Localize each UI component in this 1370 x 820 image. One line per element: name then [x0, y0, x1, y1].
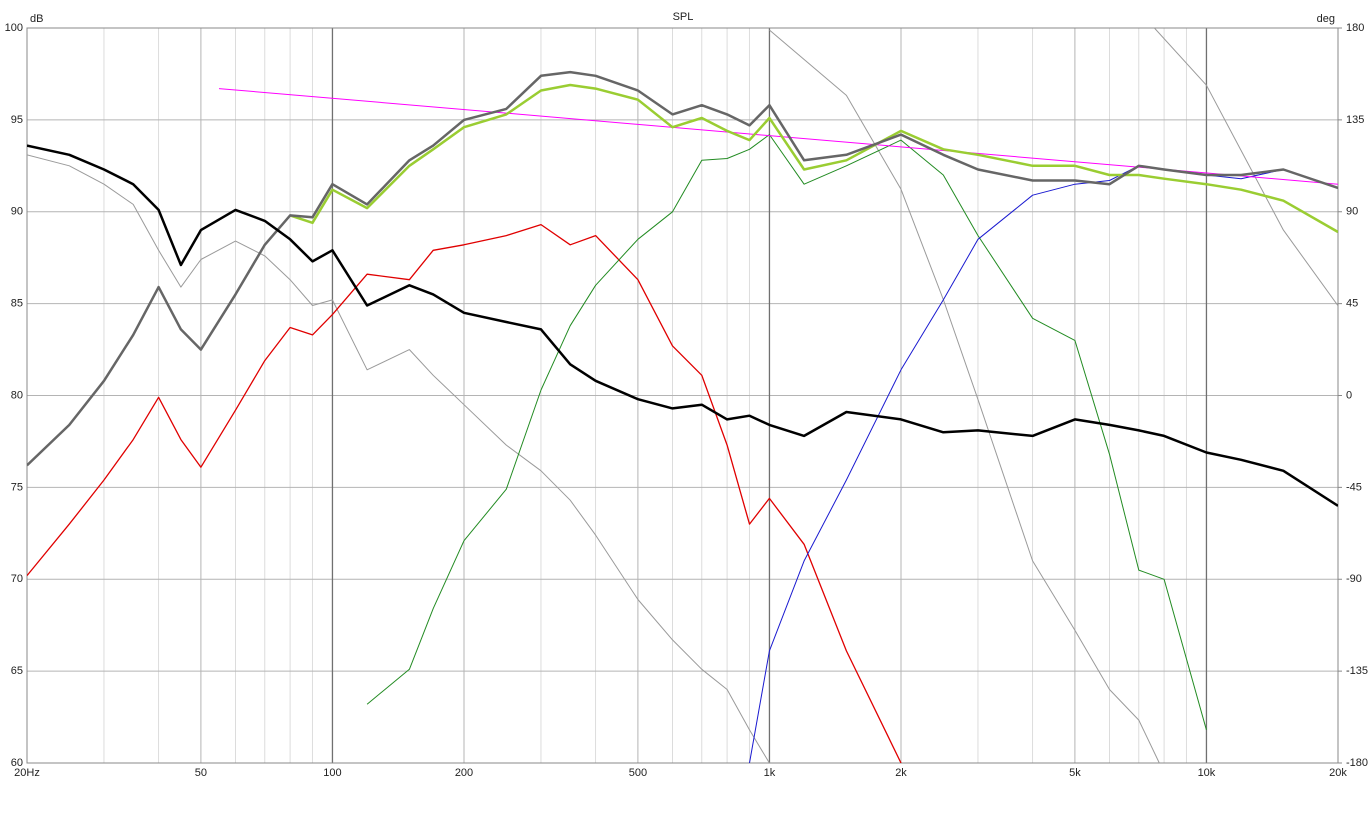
series-line	[289, 83, 1338, 234]
y-tick-label: 60	[11, 757, 23, 769]
series-line	[749, 165, 1338, 763]
y-tick-label: 95	[11, 114, 23, 126]
x-tick-label: 20k	[1329, 767, 1347, 779]
y2-tick-label: 135	[1346, 114, 1364, 126]
x-tick-label: 500	[629, 767, 647, 779]
y-tick-label: 85	[11, 298, 23, 310]
y2-tick-label: -180	[1346, 757, 1368, 769]
y2-tick-label: 0	[1346, 389, 1352, 401]
series-line	[27, 154, 770, 763]
y-tick-label: 100	[5, 22, 23, 34]
x-tick-label: 20Hz	[14, 767, 40, 779]
x-tick-label: 2k	[895, 767, 907, 779]
y-tick-label: 90	[11, 206, 23, 218]
y2-tick-label: 45	[1346, 298, 1358, 310]
series-line	[27, 144, 1338, 507]
plot-frame	[26, 27, 1339, 764]
y-axis-label: dB	[30, 13, 43, 25]
series-line	[27, 223, 902, 763]
x-tick-label: 1k	[764, 767, 776, 779]
y2-tick-label: 90	[1346, 206, 1358, 218]
series-line	[366, 134, 1207, 731]
y-tick-label: 65	[11, 665, 23, 677]
y2-tick-label: -90	[1346, 573, 1362, 585]
y-tick-label: 70	[11, 573, 23, 585]
series-line	[769, 28, 1338, 763]
series-line	[27, 70, 1338, 467]
x-tick-label: 200	[455, 767, 473, 779]
x-tick-label: 10k	[1198, 767, 1216, 779]
x-tick-label: 5k	[1069, 767, 1081, 779]
y2-tick-label: 180	[1346, 22, 1364, 34]
x-tick-label: 50	[195, 767, 207, 779]
y-tick-label: 80	[11, 389, 23, 401]
y-tick-label: 75	[11, 481, 23, 493]
chart-title: SPL	[673, 11, 694, 23]
y2-axis-label: deg	[1317, 13, 1335, 25]
y2-tick-label: -45	[1346, 481, 1362, 493]
x-tick-label: 100	[323, 767, 341, 779]
y2-tick-label: -135	[1346, 665, 1368, 677]
